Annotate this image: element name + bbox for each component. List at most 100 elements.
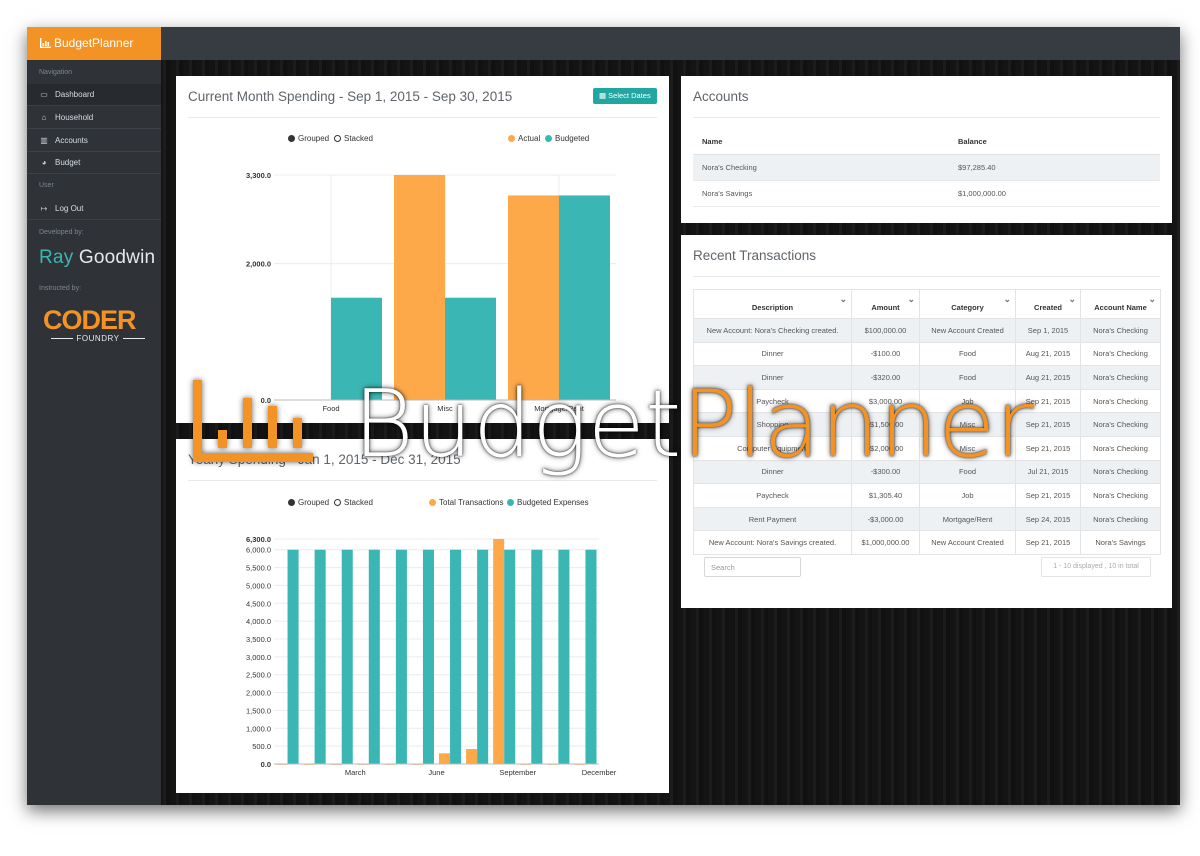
legend-budgeted-expenses[interactable]: Budgeted Expenses (507, 498, 589, 507)
table-row[interactable]: Dinner -$320.00 Food Aug 21, 2015 Nora's Che… (693, 365, 1161, 390)
developed-by-header: Developed by: (39, 229, 84, 236)
radio-empty-icon (334, 135, 341, 142)
account-name: Nora's Savings (693, 180, 949, 207)
brand-logo[interactable]: BudgetPlanner (27, 27, 161, 60)
column-header-amount[interactable]: Amount ⌄ (851, 289, 920, 319)
x-tick-label: March (345, 768, 366, 777)
legend-stacked[interactable]: Stacked (334, 498, 373, 507)
chevron-down-icon[interactable]: ⌄ (1068, 294, 1076, 304)
bar-budgeted-expenses[interactable] (504, 549, 516, 764)
legend-total-transactions[interactable]: Total Transactions (429, 498, 503, 507)
bar-actual[interactable] (508, 195, 559, 400)
bar-budgeted-expenses[interactable] (450, 549, 462, 764)
sidebar-item-label: Log Out (55, 204, 84, 213)
bar-budgeted-expenses[interactable] (314, 549, 326, 764)
cell-amount: -$320.00 (851, 365, 920, 390)
bar-total-transactions[interactable] (493, 539, 505, 764)
y-tick-label: 5,500.0 (246, 564, 271, 573)
bar-actual[interactable] (394, 175, 445, 400)
radio-filled-icon (288, 135, 295, 142)
bar-budgeted[interactable] (559, 195, 610, 400)
cell-description: Dinner (693, 365, 852, 390)
chevron-down-icon[interactable]: ⌄ (839, 294, 847, 304)
table-row[interactable]: Shopping -$1,500.00 Misc Sep 21, 2015 Nora's… (693, 412, 1161, 437)
column-header-category[interactable]: Category ⌄ (919, 289, 1016, 319)
table-row[interactable]: Rent Payment -$3,000.00 Mortgage/Rent Sep 2… (693, 506, 1161, 532)
bar-budgeted-expenses[interactable] (422, 549, 434, 764)
legend-label: Budgeted (555, 134, 590, 143)
bar-budgeted-expenses[interactable] (287, 549, 299, 764)
cell-created: Sep 21, 2015 (1015, 412, 1081, 437)
table-row[interactable]: Dinner -$300.00 Food Jul 21, 2015 Nora's Che… (693, 459, 1161, 485)
bar-budgeted[interactable] (331, 297, 382, 400)
legend-stacked[interactable]: Stacked (334, 134, 373, 143)
cell-account-name: Nora's Checking (1080, 388, 1161, 414)
table-header-row: Description ⌄ Amount ⌄ Category ⌄ Created ⌄ … (693, 289, 1161, 319)
spending-panel: Current Month Spending - Sep 1, 2015 - S… (176, 76, 669, 423)
search-input[interactable] (704, 557, 801, 577)
legend-grouped[interactable]: Grouped (288, 498, 329, 507)
chevron-down-icon[interactable]: ⌄ (1003, 294, 1011, 304)
column-header-description[interactable]: Description ⌄ (693, 289, 852, 319)
column-header-created[interactable]: Created ⌄ (1015, 289, 1081, 319)
sidebar-item-label: Dashboard (55, 90, 95, 99)
legend-grouped[interactable]: Grouped (288, 134, 329, 143)
chevron-down-icon[interactable]: ⌄ (1148, 294, 1156, 304)
bar-chart-icon (40, 37, 51, 48)
header-label: Account Name (1094, 302, 1147, 312)
column-header-balance[interactable]: Balance (949, 129, 1160, 155)
table-row[interactable]: Paycheck $3,000.00 Job Sep 21, 2015 Nora's C… (693, 388, 1161, 414)
top-navbar (161, 27, 1180, 60)
bar-budgeted-expenses[interactable] (585, 549, 597, 764)
table-row[interactable]: Dinner -$100.00 Food Aug 21, 2015 Nora's Che… (693, 341, 1161, 367)
bar-budgeted-expenses[interactable] (477, 549, 489, 764)
legend-label: Actual (518, 134, 541, 143)
sidebar-item-label: Household (55, 113, 94, 122)
table-row[interactable]: Computer Equipment -$2,000.00 Misc Sep 21, … (693, 435, 1161, 461)
account-balance: $1,000,000.00 (949, 180, 1160, 207)
sidebar-item-budget[interactable]: ◕ Budget (27, 152, 161, 174)
table-row[interactable]: Nora's Savings $1,000,000.00 (693, 180, 1160, 207)
table-row[interactable]: Paycheck $1,305.40 Job Sep 21, 2015 Nora's C… (693, 483, 1161, 508)
column-header-name[interactable]: Name (693, 129, 949, 155)
header-label: Created (1034, 302, 1062, 312)
sidebar-item-dashboard[interactable]: ▭ Dashboard (27, 84, 161, 106)
sidebar-item-label: Budget (55, 158, 81, 167)
accounts-title: Accounts (693, 89, 749, 104)
bar-budgeted[interactable] (445, 297, 496, 400)
cell-amount: $1,000,000.00 (851, 530, 920, 555)
column-header-account-name[interactable]: Account Name ⌄ (1080, 289, 1161, 319)
cell-amount: -$3,000.00 (851, 506, 920, 532)
sidebar-item-accounts[interactable]: ▥ Accounts (27, 130, 161, 152)
bar-budgeted-expenses[interactable] (531, 549, 543, 764)
chevron-down-icon[interactable]: ⌄ (907, 294, 915, 304)
pie-chart-icon: ◕ (41, 158, 47, 167)
cell-amount: -$2,000.00 (851, 435, 920, 461)
legend-swatch (508, 135, 515, 142)
x-tick-label: Misc (437, 404, 453, 413)
bar-budgeted-expenses[interactable] (558, 549, 570, 764)
bar-budgeted-expenses[interactable] (368, 549, 380, 764)
cell-account-name: Nora's Savings (1080, 530, 1161, 555)
cell-created: Jul 21, 2015 (1015, 459, 1081, 485)
cell-category: Job (919, 483, 1016, 508)
bar-total-transactions[interactable] (466, 749, 478, 764)
accounts-panel: Accounts Name Balance Nora's Checking $9… (681, 76, 1172, 223)
cell-description: Computer Equipment (693, 435, 852, 461)
cell-description: Dinner (693, 341, 852, 367)
legend-budgeted[interactable]: Budgeted (545, 134, 589, 143)
table-row[interactable]: New Account: Nora's Checking created. $10… (693, 318, 1161, 343)
sidebar-item-household[interactable]: ⌂ Household (27, 107, 161, 129)
cell-description: Paycheck (693, 483, 852, 508)
table-row[interactable]: New Account: Nora's Savings created. $1,0… (693, 530, 1161, 555)
select-dates-button[interactable]: ▦ Select Dates (593, 88, 657, 104)
bar-budgeted-expenses[interactable] (395, 549, 407, 764)
yearly-title: Yearly Spending - Jan 1, 2015 - Dec 31, … (188, 452, 461, 467)
y-tick-label: 5,000.0 (246, 581, 271, 590)
bar-total-transactions[interactable] (439, 753, 451, 764)
legend-actual[interactable]: Actual (508, 134, 540, 143)
panel-divider (188, 480, 657, 481)
table-row[interactable]: Nora's Checking $97,285.40 (693, 154, 1160, 181)
sidebar-item-logout[interactable]: ↦ Log Out (27, 198, 161, 220)
bar-budgeted-expenses[interactable] (341, 549, 353, 764)
